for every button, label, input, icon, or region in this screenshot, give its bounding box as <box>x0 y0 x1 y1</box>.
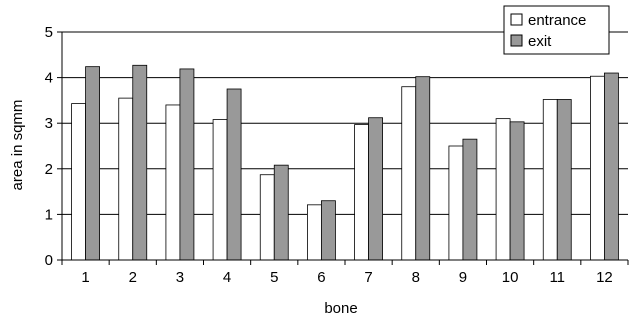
y-tick-label: 5 <box>45 24 53 41</box>
bar-entrance-12 <box>590 75 605 261</box>
bar-exit-4 <box>226 88 242 261</box>
x-tick-label: 1 <box>81 269 89 286</box>
bar-entrance-9 <box>448 145 464 261</box>
x-tick-label: 10 <box>502 269 519 286</box>
x-tick-label: 12 <box>596 269 613 286</box>
bar-entrance-10 <box>495 118 511 261</box>
axes <box>57 31 629 265</box>
legend-swatch-entrance <box>510 13 523 26</box>
x-tick-label: 2 <box>129 269 137 286</box>
y-tick-labels: 0 1 2 3 4 5 <box>45 24 53 269</box>
x-tick-label: 11 <box>549 269 565 286</box>
y-tick-label: 0 <box>45 252 53 269</box>
bar-entrance-6 <box>307 204 322 261</box>
x-tick-labels: 1 2 3 4 5 6 7 8 9 10 11 12 <box>81 269 612 286</box>
bars <box>71 64 619 261</box>
x-tick-label: 7 <box>364 269 372 286</box>
x-tick-label: 4 <box>223 269 231 286</box>
x-tick-label: 8 <box>412 269 420 286</box>
legend: entrance exit <box>503 5 610 55</box>
legend-swatch-exit <box>510 34 523 47</box>
bar-entrance-3 <box>165 104 181 261</box>
x-tick-label: 3 <box>176 269 184 286</box>
bar-entrance-4 <box>212 119 228 261</box>
y-tick-label: 1 <box>45 206 53 223</box>
x-tick-label: 5 <box>270 269 278 286</box>
bar-exit-9 <box>462 138 478 261</box>
bar-exit-11 <box>556 99 572 261</box>
bar-entrance-5 <box>259 174 275 261</box>
bar-entrance-8 <box>401 86 417 261</box>
y-axis-label: area in sqmm <box>9 100 26 191</box>
bar-exit-1 <box>85 66 100 261</box>
bar-exit-8 <box>415 76 431 261</box>
bar-exit-10 <box>509 121 525 261</box>
bar-exit-12 <box>604 72 619 261</box>
bar-exit-7 <box>368 117 383 261</box>
gridlines <box>62 31 628 215</box>
y-tick-label: 3 <box>45 115 53 132</box>
x-tick-label: 9 <box>459 269 467 286</box>
x-axis-label: bone <box>324 300 357 317</box>
bar-entrance-2 <box>118 97 134 261</box>
y-tick-label: 4 <box>45 70 53 87</box>
bar-exit-2 <box>132 64 148 261</box>
x-tick-label: 6 <box>317 269 325 286</box>
bar-exit-5 <box>273 164 289 261</box>
bar-entrance-7 <box>354 124 369 261</box>
legend-label-entrance: entrance <box>528 12 586 29</box>
bar-entrance-1 <box>71 103 86 261</box>
legend-label-exit: exit <box>528 33 552 50</box>
bar-entrance-11 <box>542 99 558 261</box>
bar-exit-3 <box>179 68 195 261</box>
bar-exit-6 <box>321 200 336 261</box>
y-tick-label: 2 <box>45 161 53 178</box>
